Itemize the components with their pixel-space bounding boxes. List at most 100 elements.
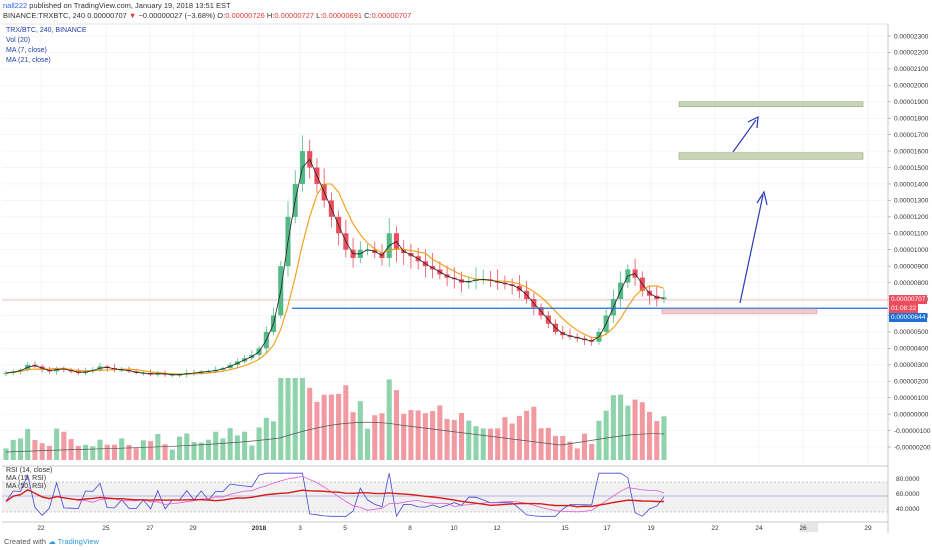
price-tick-label: 0.00001000 [894,247,929,254]
volume-bar [459,413,465,460]
volume-bar [25,428,31,460]
legend-item-rsi[interactable]: RSI (14, close) [6,467,53,474]
time-axis[interactable]: 22 25 27 29 2018 3 5 8 10 12 15 17 19 22 24 26 29 [37,525,872,532]
volume-bar [408,410,414,460]
volume-bar [596,420,602,460]
volume-bar [119,438,125,460]
time-tick-label: 25 [102,525,110,532]
price-change: −0.00000027 (−3.68%) [138,11,216,20]
volume-bar [625,405,631,460]
volume-bar [184,433,190,460]
time-tick-label: 17 [603,525,611,532]
volume-bar [234,435,240,460]
level-price-tag: 0.00000644 [889,313,928,322]
indicator-legend: TRX/BTC, 240, BINANCE Vol (20) MA (7, cl… [6,26,87,66]
legend-item-rsi-ma50[interactable]: MA (50, RSI) [6,483,47,490]
volume-bar [430,411,436,460]
volume-ma-line [5,421,665,453]
volume-bar [111,444,117,460]
volume-bar [191,442,197,460]
volume-bar [271,421,277,460]
rsi-tick-label: 40.0000 [896,506,920,513]
arrow-up-icon[interactable] [732,115,759,153]
time-tick-label: 2018 [252,525,267,532]
time-tick-label: 29 [189,525,197,532]
legend-item-ma21[interactable]: MA (21, close) [6,57,51,64]
legend-item-volume[interactable]: Vol (20) [6,37,31,44]
volume-bar [509,423,515,460]
time-tick-label: 29 [864,525,872,532]
price-tick-label: 0.00000400 [894,346,929,353]
last-price-tag: 0.00000707 [889,295,928,304]
legend-item-rsi-ma15[interactable]: MA (15, RSI) [6,475,47,482]
tradingview-logo-icon[interactable]: ☁ [48,537,56,546]
time-tick-label: 8 [408,525,412,532]
volume-bar [97,439,103,460]
volume-bar [524,410,530,460]
price-axis[interactable]: 0.00002300 0.00002200 0.00002100 0.00002000… [888,33,931,451]
volume-bar [249,445,255,460]
time-tick-label: 3 [298,525,302,532]
price-tick-label: 0.00001500 [894,165,929,172]
candles [3,135,667,378]
volume-bar [560,436,566,460]
candle-body [119,369,125,371]
legend-item-ma7[interactable]: MA (7, close) [6,47,47,54]
price-tick-label: 0.00002300 [894,33,929,40]
volume-bar [256,427,262,460]
volume-bar [83,444,89,460]
entry-zone-box[interactable] [661,308,818,315]
volume-bar [647,411,653,460]
target-zone-box-1[interactable] [678,152,864,160]
rsi-ma50-line [5,488,664,508]
arrow-up-icon[interactable] [739,190,768,304]
footer: Created with ☁ TradingView [4,537,99,546]
volume-bar [140,440,146,460]
volume-bar [545,427,551,460]
volume-bar [350,412,356,460]
price-tick-label: 0.00001100 [894,231,928,238]
rsi-legend: RSI (14, close) MA (15, RSI) MA (50, RSI… [6,467,52,491]
price-tick-label: 0.00000300 [894,362,929,369]
volume-bar [618,394,624,460]
volume-bar [451,419,457,460]
price-tick-label: -0.00000100 [894,428,931,435]
volume-bar [198,442,204,460]
created-with-label: Created with [4,537,47,546]
volume-bar [169,449,175,460]
volume-bar [227,428,233,460]
price-tick-label: 0.00001400 [894,181,929,188]
volume-bar [603,410,609,460]
time-tick-label: 5 [343,525,347,532]
volume-bar [205,439,211,460]
volume-bar [422,413,428,460]
tradingview-brand[interactable]: TradingView [57,537,99,546]
volume-bar [538,428,544,460]
volume-bar [10,439,16,460]
volume-bar [393,390,399,460]
time-tick-label: 10 [450,525,458,532]
rsi-band [2,482,888,512]
high-label: H: [266,11,275,20]
price-tick-label: 0.00001200 [894,214,929,221]
volume-bar [285,378,291,460]
author-link[interactable]: nall222 [3,1,28,10]
target-zone-box-2[interactable] [678,101,864,108]
volume-bar [567,441,573,460]
volume-bar [553,435,559,460]
time-tick-label: 24 [755,525,763,532]
rsi-axis[interactable]: 80.0000 60.0000 40.0000 [896,476,920,513]
volume-bar [444,418,450,460]
ma7-line [5,158,665,376]
price-tick-label: 0.00001800 [894,116,929,123]
volume-bar [401,413,407,460]
legend-title[interactable]: TRX/BTC, 240, BINANCE [6,27,87,34]
volume-bar [328,394,334,460]
price-tick-label: 0.00001600 [894,148,929,155]
volume-bar [133,448,139,460]
price-tick-label: 0.00000100 [894,395,929,402]
volume-bar [574,448,580,460]
volume-bar [502,417,508,460]
time-tick-label: 12 [493,525,501,532]
